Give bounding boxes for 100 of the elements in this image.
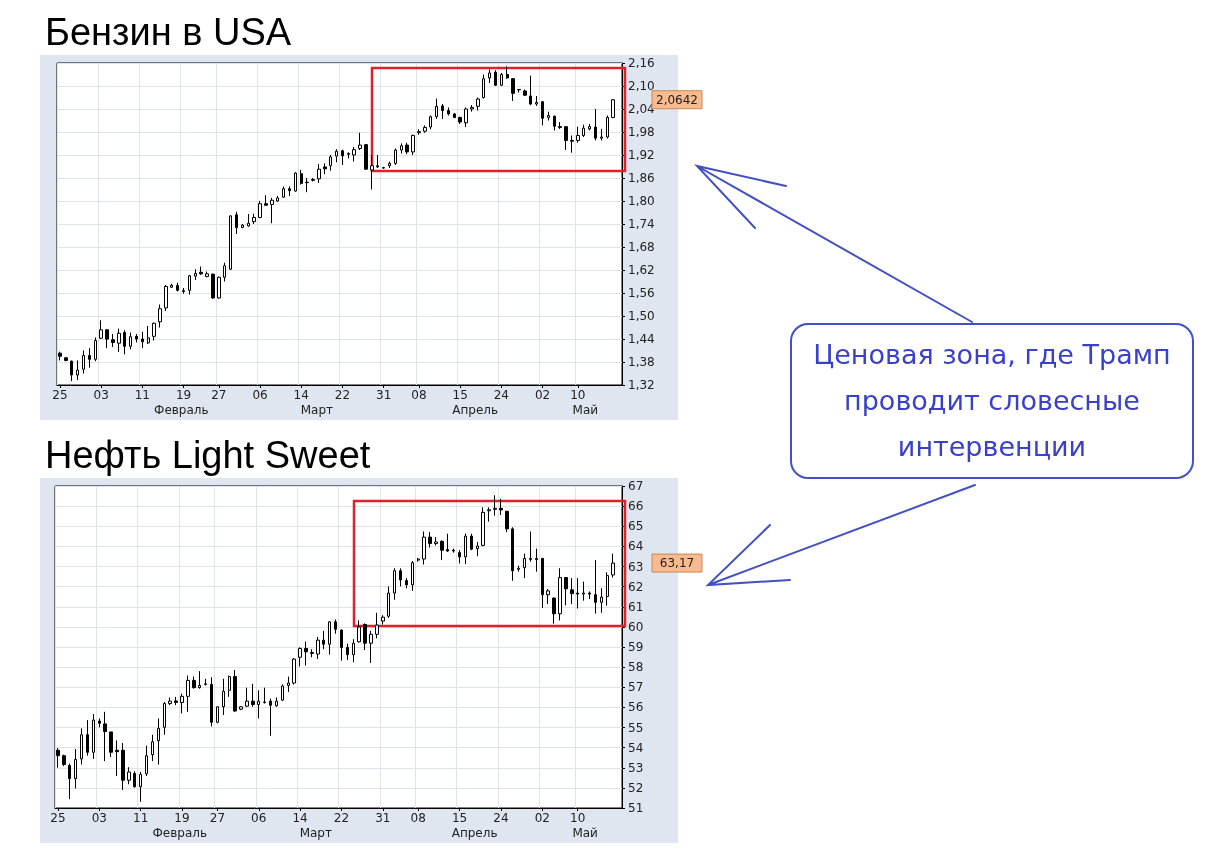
candlestick	[157, 717, 160, 766]
y-tick-label: 67	[628, 479, 644, 493]
candlestick	[139, 771, 142, 803]
candlestick	[235, 211, 238, 235]
candlestick	[547, 111, 550, 121]
candlestick	[211, 272, 215, 300]
y-tick-label: 64	[628, 539, 644, 554]
candlestick	[376, 154, 379, 169]
candlestick	[517, 565, 520, 573]
candlestick	[529, 530, 532, 563]
candlestick	[241, 223, 244, 229]
text: Февраль	[154, 403, 209, 417]
candlestick	[80, 727, 83, 766]
y-tick-label: 1,56	[628, 286, 655, 300]
candlestick	[346, 643, 349, 661]
y-tick-label: 1,86	[628, 171, 655, 185]
candlestick	[341, 149, 344, 166]
candlestick	[294, 171, 297, 193]
candlestick	[352, 638, 355, 663]
candlestick	[434, 536, 438, 546]
candlestick	[582, 581, 585, 602]
candlestick	[564, 576, 568, 606]
x-tick-label: 22	[333, 811, 350, 825]
y-tick-label: 1,50	[628, 309, 655, 323]
x-tick-label: 25	[52, 388, 68, 402]
candlestick	[546, 588, 550, 605]
y-tick-label: 63	[628, 559, 644, 574]
candlestick	[493, 494, 497, 517]
candlestick	[70, 359, 73, 382]
x-tick-label: 14	[292, 811, 308, 825]
text: Апрель	[452, 403, 498, 417]
candlestick	[229, 214, 232, 271]
candlestick	[281, 683, 284, 702]
candlestick	[298, 646, 302, 668]
candlestick	[76, 359, 79, 381]
candlestick	[210, 676, 213, 727]
candlestick	[198, 670, 201, 690]
x-tick-label: 11	[134, 388, 150, 402]
x-tick-label: 27	[211, 388, 227, 402]
candlestick	[109, 731, 113, 758]
candlestick	[115, 739, 119, 777]
candlestick	[541, 557, 544, 609]
candlestick	[168, 697, 172, 706]
candlestick	[370, 154, 374, 190]
candlestick	[594, 559, 597, 615]
x-tick-label: 27	[209, 811, 226, 825]
candlestick	[446, 533, 449, 553]
candlestick	[499, 498, 503, 516]
x-tick-label: 10	[570, 388, 586, 402]
y-tick-label: 1,80	[628, 194, 655, 208]
y-tick-label: 1,62	[628, 263, 655, 277]
y-tick-label: 62	[628, 579, 644, 594]
candlestick	[123, 329, 126, 355]
candlestick	[288, 185, 291, 197]
candlestick	[164, 284, 168, 312]
candlestick	[269, 698, 272, 737]
candlestick	[423, 124, 427, 134]
candlestick	[192, 676, 196, 690]
candlestick	[541, 100, 544, 126]
candlestick	[347, 151, 350, 159]
candlestick	[523, 88, 527, 97]
candlestick	[600, 587, 603, 614]
x-tick-label: 06	[252, 388, 268, 402]
y-tick-label: 1,68	[628, 240, 655, 254]
candlestick	[264, 194, 268, 207]
candlestick	[458, 549, 461, 564]
x-tick-label: 31	[375, 811, 391, 825]
candlestick	[606, 571, 609, 607]
candlestick	[576, 126, 580, 144]
candlestick	[170, 283, 173, 289]
candlestick	[239, 705, 243, 711]
text: Февраль	[152, 826, 207, 840]
candlestick	[247, 213, 250, 228]
candlestick	[174, 696, 178, 706]
x-tick-label: 03	[93, 388, 109, 402]
candlestick	[476, 97, 480, 112]
candlestick	[470, 533, 473, 551]
candlestick	[82, 350, 85, 374]
candlestick	[335, 148, 338, 163]
candlestick	[494, 69, 497, 87]
x-tick-label: 15	[452, 388, 468, 402]
candlestick	[488, 69, 491, 84]
text: Апрель	[451, 826, 498, 840]
y-tick-label: 56	[628, 700, 644, 715]
x-tick-label: 08	[411, 388, 427, 402]
candlestick	[411, 560, 414, 592]
y-tick-label: 1,32	[628, 378, 655, 392]
candlestick	[452, 548, 455, 554]
candlestick	[470, 104, 474, 113]
candlestick	[217, 276, 221, 300]
candlestick	[117, 328, 121, 353]
candlestick	[334, 618, 337, 635]
candlestick	[158, 304, 162, 328]
callout-box: Ценовая зона, где Трамп проводит словесные интервенции	[790, 323, 1194, 479]
candlestick	[505, 510, 509, 533]
candlestick	[511, 526, 514, 582]
x-tick-label: 11	[133, 811, 149, 825]
candlestick	[411, 134, 415, 156]
candlestick	[304, 641, 308, 667]
candlestick	[252, 213, 256, 225]
